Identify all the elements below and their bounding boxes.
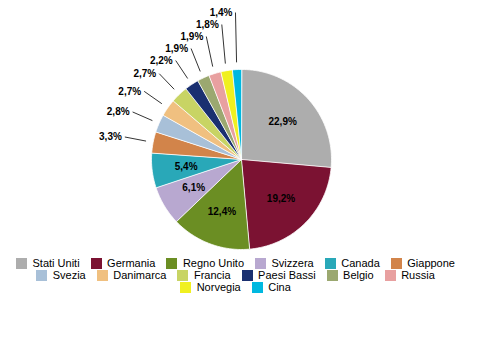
html-text:Canada: Canada: [341, 257, 380, 269]
svg-text:2,8%: 2,8%: [107, 106, 130, 117]
html-text:Germania: Germania: [107, 257, 156, 269]
html-text:Francia: Francia: [193, 269, 231, 281]
html-text:Paesi Bassi: Paesi Bassi: [258, 269, 316, 281]
svg-text:3,3%: 3,3%: [99, 131, 122, 142]
svg-text:1,9%: 1,9%: [181, 31, 204, 42]
svg-text:12,4%: 12,4%: [208, 206, 236, 217]
svg-text:2,7%: 2,7%: [118, 86, 141, 97]
svg-text:5,4%: 5,4%: [175, 161, 198, 172]
html-text:Regno Unito: Regno Unito: [182, 257, 244, 269]
svg-text:2,7%: 2,7%: [133, 68, 156, 79]
html-text:Danimarca: Danimarca: [113, 269, 167, 281]
html-text:Svizzera: Svizzera: [271, 257, 314, 269]
html-text:Giappone: Giappone: [407, 257, 455, 269]
html-text:Norvegia: Norvegia: [196, 281, 241, 293]
html-text:Cina: Cina: [268, 281, 291, 293]
html-text:Russia: Russia: [401, 269, 435, 281]
svg-text:2,2%: 2,2%: [150, 55, 173, 66]
html-text:Stati Uniti: Stati Uniti: [32, 257, 80, 269]
svg-text:1,4%: 1,4%: [210, 7, 233, 18]
html-text:Belgio: Belgio: [343, 269, 374, 281]
svg-text:19,2%: 19,2%: [267, 193, 295, 204]
svg-text:1,8%: 1,8%: [196, 19, 219, 30]
svg-text:6,1%: 6,1%: [182, 182, 205, 193]
svg-text:1,9%: 1,9%: [165, 43, 188, 54]
svg-text:22,9%: 22,9%: [268, 116, 296, 127]
html-text:Svezia: Svezia: [52, 269, 86, 281]
